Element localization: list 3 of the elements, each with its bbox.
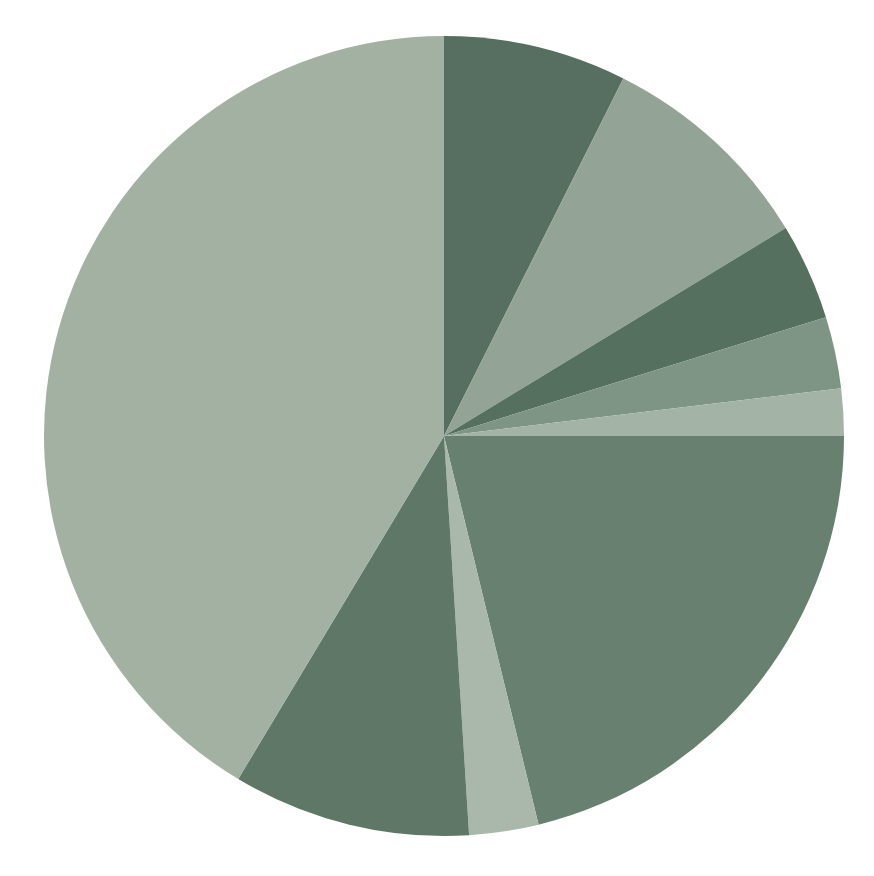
pie-slice: [444, 317, 842, 436]
pie-slice: [444, 78, 786, 436]
pie-slice: [444, 388, 844, 436]
